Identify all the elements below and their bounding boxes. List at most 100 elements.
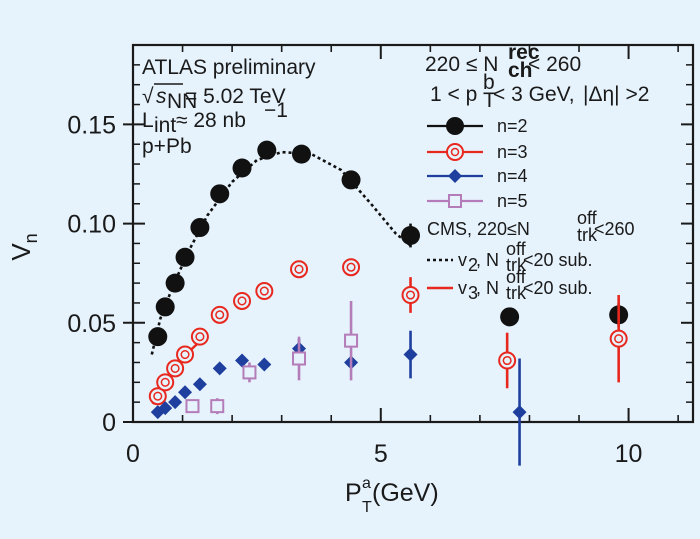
plot-frame [131, 43, 695, 424]
point-n4 [178, 385, 193, 400]
y-tick-label: 0 [102, 409, 116, 437]
x-axis-label-main: P [345, 479, 362, 507]
x-axis-label-sup: a [362, 475, 371, 492]
annotation-lumi-sub: int [154, 114, 176, 137]
legend-n4-marker [448, 169, 462, 183]
point-n3 [342, 258, 361, 277]
point-n4 [168, 395, 183, 410]
point-n2 [232, 158, 252, 178]
point-n3 [255, 282, 274, 301]
x-tick-label: 5 [374, 440, 388, 468]
point-n3 [166, 359, 185, 378]
y-axis-label-sub: n [21, 233, 41, 243]
point-n5 [344, 333, 359, 348]
legend: n=2 n=3 n=4 n=5 CMS, 220≤N off trk <260 … [427, 116, 635, 303]
x-axis-label-sub: T [362, 499, 372, 516]
point-inner-n3 [259, 286, 269, 296]
annotation-system: p+Pb [142, 135, 192, 158]
point-inner-n3 [160, 377, 170, 387]
point-inner-n3 [237, 296, 247, 306]
point-n3 [609, 329, 628, 348]
point-n4 [257, 357, 272, 372]
legend-v2-sub: 2 [468, 255, 478, 275]
legend-n2-label: n=2 [497, 116, 528, 136]
annotation-nch: 220 ≤ N [425, 53, 498, 76]
point-n4 [235, 353, 250, 368]
legend-v3-mid: , N [476, 278, 499, 298]
legend-n3-marker [446, 143, 464, 161]
point-inner-n3 [614, 334, 624, 344]
point-n2 [401, 225, 421, 245]
x-tick-label: 0 [126, 440, 140, 468]
point-n5 [242, 365, 257, 380]
point-inner-n3 [294, 264, 304, 274]
legend-v3-sup: off [506, 267, 527, 287]
point-n2 [500, 307, 520, 327]
point-inner-n3 [502, 355, 512, 366]
annotation-lumi-L: L [142, 109, 154, 132]
point-n4 [512, 405, 527, 420]
legend-v3-v: v [458, 278, 467, 298]
annotation-lumi-val: ≈ 28 nb [176, 109, 246, 132]
x-axis-label-unit: (GeV) [372, 479, 439, 507]
annotation-s-sub: NN [167, 90, 197, 113]
point-n3 [210, 305, 229, 324]
legend-n5-label: n=5 [497, 191, 528, 211]
point-n4 [158, 401, 173, 416]
annotation-lumi-exp: −1 [264, 99, 288, 122]
annotation-pt-sup: b [483, 71, 495, 94]
point-n4 [192, 377, 207, 392]
legend-v2-v: v [458, 250, 467, 270]
annotation-deta: |Δη| >2 [583, 83, 649, 106]
point-n3 [498, 351, 517, 370]
point-n3 [176, 345, 195, 364]
point-n2 [341, 170, 361, 190]
legend-v2-mid: , N [476, 250, 499, 270]
legend-n3-label: n=3 [497, 142, 528, 162]
point-inner-n3 [180, 349, 190, 360]
x-tick-label: 10 [615, 440, 643, 468]
legend-v2-post: <20 sub. [523, 250, 593, 270]
annotation-energy: = 5.02 TeV [185, 85, 286, 108]
annotation-sqrt: √ [142, 85, 154, 108]
point-inner-n3 [215, 310, 225, 320]
legend-n5-marker [448, 194, 462, 208]
point-n3 [233, 291, 252, 310]
annotation-pt: 1 < p [430, 83, 477, 106]
point-n3 [290, 260, 309, 279]
point-inner-n3 [346, 262, 356, 272]
point-inner-n3 [195, 332, 205, 342]
legend-v3-trk: trk [506, 283, 527, 303]
legend-cms-sub: trk [577, 225, 598, 245]
point-n2 [210, 184, 230, 204]
point-n2 [175, 247, 195, 267]
annotation-pt-sub: T [483, 89, 496, 112]
annotation-nch-post: < 260 [528, 53, 581, 76]
y-tick-label: 0.10 [67, 211, 116, 239]
point-n5 [210, 399, 225, 414]
legend-v3-sub: 3 [468, 283, 478, 303]
legend-cms-post: <260 [594, 219, 635, 239]
point-n3 [190, 327, 209, 346]
point-n4 [212, 361, 227, 376]
annotation-atlas: ATLAS preliminary [142, 56, 316, 79]
point-n3 [156, 373, 175, 392]
legend-v3-post: <20 sub. [523, 278, 593, 298]
point-n2 [190, 218, 210, 238]
y-tick-label: 0.05 [67, 310, 116, 338]
point-n2 [291, 144, 311, 164]
point-n2 [155, 297, 175, 317]
legend-n4-label: n=4 [497, 166, 528, 186]
point-n2 [257, 140, 277, 160]
point-n2 [148, 327, 168, 347]
point-inner-n3 [405, 290, 416, 300]
y-tick-label: 0.15 [67, 111, 116, 139]
legend-cms-label: CMS, 220≤N [427, 219, 530, 239]
y-axis-label-main: V [6, 243, 36, 261]
legend-v2-sup: off [506, 239, 527, 259]
point-n5 [185, 399, 200, 414]
legend-n2-marker [446, 117, 464, 135]
point-n4 [403, 347, 418, 362]
point-inner-n3 [153, 391, 163, 401]
